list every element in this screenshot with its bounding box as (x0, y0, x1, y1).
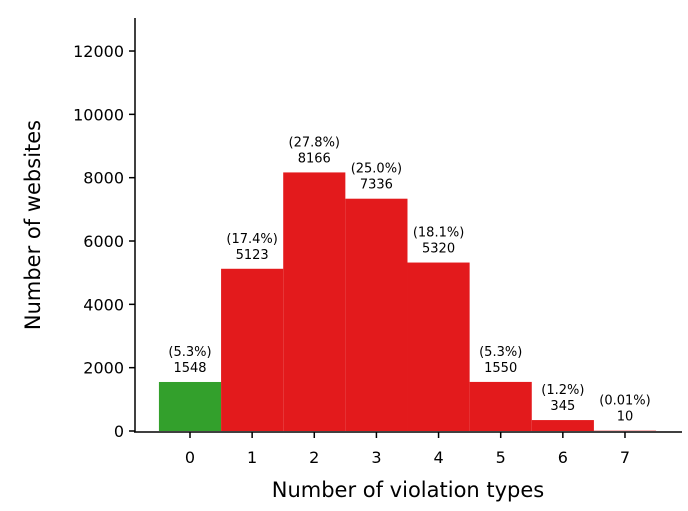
bar-3 (345, 198, 408, 431)
x-tick-label: 1 (247, 448, 257, 467)
value-label-0: 1548 (173, 361, 206, 376)
percent-label-2: (27.8%) (289, 135, 340, 150)
x-tick-label: 7 (620, 448, 630, 467)
value-label-3: 7336 (360, 178, 393, 193)
x-tick-label: 0 (185, 448, 195, 467)
y-tick-label: 10000 (73, 105, 124, 124)
bar-0 (158, 381, 222, 431)
percent-label-1: (17.4%) (226, 232, 277, 247)
y-tick-label: 0 (114, 422, 124, 441)
value-label-6: 345 (550, 399, 575, 414)
value-label-2: 8166 (298, 151, 331, 166)
x-tick-label: 4 (433, 448, 443, 467)
x-tick-label: 3 (371, 448, 381, 467)
value-label-5: 1550 (484, 361, 517, 376)
percent-label-4: (18.1%) (413, 226, 464, 241)
y-tick-label: 2000 (83, 359, 124, 378)
y-axis-label: Number of websites (21, 120, 45, 330)
y-tick-label: 6000 (83, 232, 124, 251)
value-label-7: 10 (617, 410, 634, 425)
x-tick-label: 5 (496, 448, 506, 467)
value-label-1: 5123 (236, 248, 269, 263)
y-tick-label: 12000 (73, 42, 124, 61)
bar-2 (283, 172, 346, 431)
value-label-4: 5320 (422, 242, 455, 257)
percent-label-0: (5.3%) (168, 345, 211, 360)
y-tick-label: 8000 (83, 169, 124, 188)
y-tick-label: 4000 (83, 295, 124, 314)
percent-label-3: (25.0%) (351, 162, 402, 177)
x-tick-label: 6 (558, 448, 568, 467)
bar-5 (469, 381, 532, 431)
percent-label-5: (5.3%) (479, 345, 522, 360)
bar-1 (221, 268, 284, 431)
percent-label-6: (1.2%) (541, 383, 584, 398)
bar-4 (407, 262, 470, 431)
percent-label-7: (0.01%) (599, 394, 650, 409)
x-axis-label: Number of violation types (272, 478, 545, 502)
x-tick-label: 2 (309, 448, 319, 467)
bar-6 (531, 420, 594, 431)
